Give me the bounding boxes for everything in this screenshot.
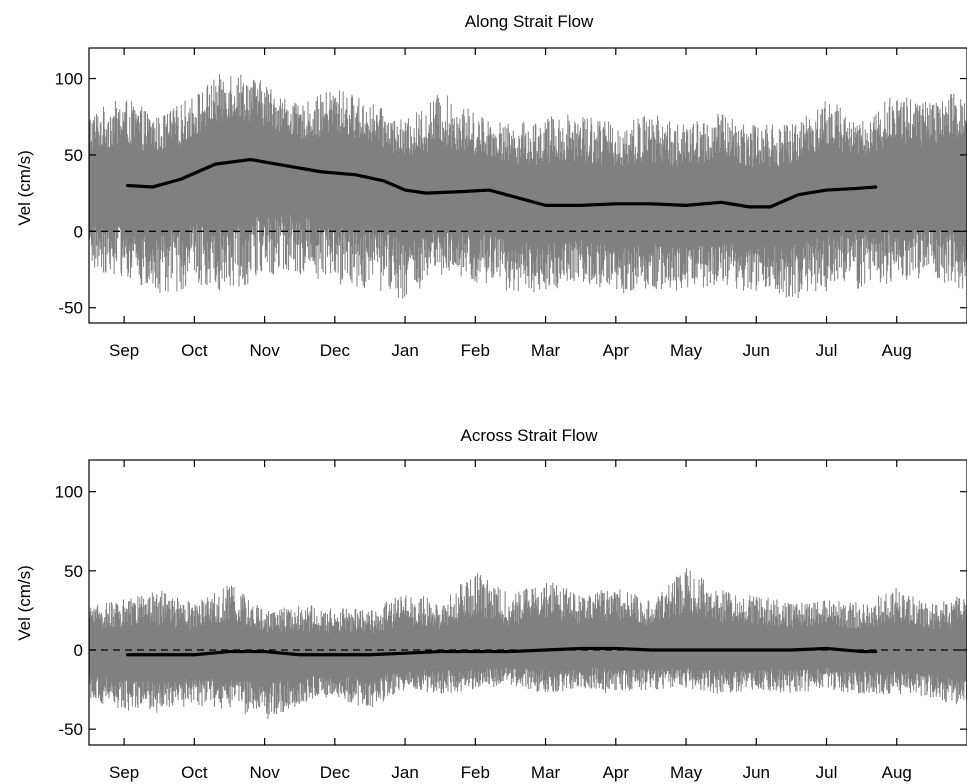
along-strait-ytick-label: 0 [74, 222, 83, 241]
along-strait-smoothed-point [516, 196, 519, 199]
along-strait-smoothed-point [424, 191, 428, 195]
along-strait-xtick-label: May [670, 341, 703, 360]
across-strait-xtick-label: Aug [882, 763, 912, 782]
along-strait-smoothed-point [284, 164, 287, 167]
across-strait-ytick-label: -50 [58, 720, 83, 739]
along-strait-xtick-label: Nov [249, 341, 280, 360]
across-strait-smoothed-point [474, 650, 477, 653]
along-strait-xtick-label: Dec [320, 341, 351, 360]
across-strait-smoothed-point [228, 650, 231, 653]
across-strait-smoothed-point [333, 653, 337, 656]
along-strait-title: Along Strait Flow [465, 12, 594, 31]
along-strait-smoothed-point [825, 188, 828, 192]
along-strait-smoothed-point [126, 184, 129, 187]
along-strait-smoothed-point [214, 162, 217, 166]
across-strait-smoothed-point [193, 653, 196, 656]
across-strait-xtick-label: Apr [603, 763, 630, 782]
across-strait-smoothed-point [368, 653, 372, 656]
along-strait-smoothed-series [126, 157, 878, 209]
across-strait-xtick-label: Jun [743, 763, 770, 782]
along-strait-ytick-label: 50 [64, 146, 83, 165]
along-strait-smoothed-point [382, 179, 386, 183]
across-strait-smoothed-point [298, 653, 301, 656]
across-strait-xtick-label: Sep [109, 763, 139, 782]
along-strait-xtick-label: Sep [109, 341, 139, 360]
along-strait-axes-box [88, 47, 967, 324]
along-strait-panel: Along Strait Flow Vel (cm/s) -50 0 50 100 Se… [15, 12, 967, 360]
along-strait-smoothed-point [544, 204, 547, 207]
across-strait-plot-area: -50 0 50 100 Sep Oct Nov Dec Jan Feb Mar Apr May Jun J… [55, 459, 967, 782]
along-strait-xtick-label: Jan [391, 341, 418, 360]
along-strait-smoothed-point [684, 204, 688, 207]
across-strait-smoothed-point [579, 647, 582, 650]
across-strait-smoothed-point [874, 650, 877, 653]
across-strait-xtick-label: Dec [320, 763, 351, 782]
along-strait-smoothed-point [748, 205, 751, 209]
along-strait-smoothed-point [649, 202, 653, 206]
across-strait-xtick-label: Jul [816, 763, 838, 782]
along-strait-xtick-label: Apr [603, 341, 630, 360]
along-strait-smoothed-point [579, 204, 582, 207]
along-strait-smoothed-point [797, 193, 800, 196]
across-strait-smoothed-point [614, 647, 617, 650]
across-strait-smoothed-point [403, 651, 407, 655]
across-strait-title: Across Strait Flow [461, 426, 599, 445]
along-strait-xtick-label: Aug [882, 341, 912, 360]
along-strait-smoothed-point [319, 170, 322, 173]
along-strait-smoothed-point [151, 185, 154, 189]
along-strait-smoothed-point [460, 190, 463, 193]
across-strait-xtick-label: May [670, 763, 703, 782]
along-strait-xtick-label: Oct [181, 341, 208, 360]
along-strait-smoothed-point [249, 158, 252, 161]
along-strait-smoothed-point [769, 205, 772, 209]
across-strait-smoothed-point [684, 648, 688, 652]
across-strait-ytick-label: 0 [74, 641, 83, 660]
across-strait-smoothed-point [544, 648, 547, 652]
across-strait-ytick-label: 50 [64, 562, 83, 581]
along-strait-smoothed-point [403, 188, 407, 192]
along-strait-smoothed-point [719, 201, 723, 204]
along-strait-ytick-label: -50 [58, 299, 83, 318]
across-strait-data-layer [89, 568, 967, 720]
across-strait-smoothed-point [860, 650, 863, 653]
along-strait-ylabel: Vel (cm/s) [15, 150, 34, 226]
along-strait-ytick-label: 100 [55, 70, 83, 89]
across-strait-smoothed-point [126, 653, 129, 656]
along-strait-smoothed-point [853, 187, 856, 190]
across-strait-ylabel: Vel (cm/s) [15, 565, 34, 641]
along-strait-plot-area: -50 0 50 100 Sep Oct Nov Dec Jan Feb Mar Apr May Jun J… [55, 47, 967, 360]
across-strait-xtick-label: Mar [531, 763, 561, 782]
across-strait-smoothed-point [719, 648, 723, 652]
across-strait-panel: Across Strait Flow Vel (cm/s) -50 0 50 100 S… [15, 426, 967, 782]
across-strait-smoothed-point [439, 650, 442, 653]
across-strait-smoothed-point [755, 648, 758, 652]
across-strait-smoothed-point [825, 647, 828, 650]
across-strait-xtick-label: Nov [249, 763, 280, 782]
across-strait-smoothed-point [509, 650, 512, 653]
along-strait-smoothed-point [488, 188, 491, 192]
along-strait-smoothed-point [874, 185, 877, 189]
along-strait-xtick-label: Feb [461, 341, 490, 360]
along-strait-xtick-label: Jun [743, 341, 770, 360]
along-strait-smoothed-point [614, 202, 617, 206]
across-strait-ytick-label: 100 [55, 483, 83, 502]
across-strait-xtick-label: Feb [461, 763, 490, 782]
across-strait-xtick-label: Oct [181, 763, 208, 782]
across-strait-smoothed-point [649, 648, 653, 652]
across-strait-smoothed-point [158, 653, 161, 656]
along-strait-xtick-label: Jul [816, 341, 838, 360]
across-strait-smoothed-point [790, 648, 793, 652]
along-strait-smoothed-point [354, 173, 358, 177]
across-strait-smoothed-point [263, 650, 266, 653]
along-strait-data-layer [89, 74, 967, 299]
along-strait-xtick-label: Mar [531, 341, 561, 360]
along-strait-smoothed-point [179, 178, 182, 181]
across-strait-axes-box [88, 459, 967, 746]
across-strait-xtick-label: Jan [391, 763, 418, 782]
